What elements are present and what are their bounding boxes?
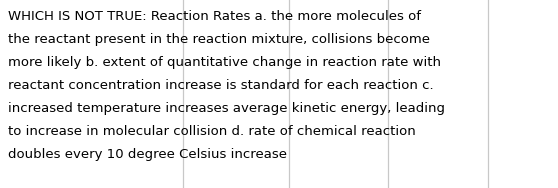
Text: more likely b. extent of quantitative change in reaction rate with: more likely b. extent of quantitative ch…	[8, 56, 441, 69]
Text: to increase in molecular collision d. rate of chemical reaction: to increase in molecular collision d. ra…	[8, 125, 416, 138]
Text: the reactant present in the reaction mixture, collisions become: the reactant present in the reaction mix…	[8, 33, 430, 46]
Text: increased temperature increases average kinetic energy, leading: increased temperature increases average …	[8, 102, 445, 115]
Text: doubles every 10 degree Celsius increase: doubles every 10 degree Celsius increase	[8, 148, 287, 161]
Text: reactant concentration increase is standard for each reaction c.: reactant concentration increase is stand…	[8, 79, 434, 92]
Text: WHICH IS NOT TRUE: Reaction Rates a. the more molecules of: WHICH IS NOT TRUE: Reaction Rates a. the…	[8, 10, 421, 23]
